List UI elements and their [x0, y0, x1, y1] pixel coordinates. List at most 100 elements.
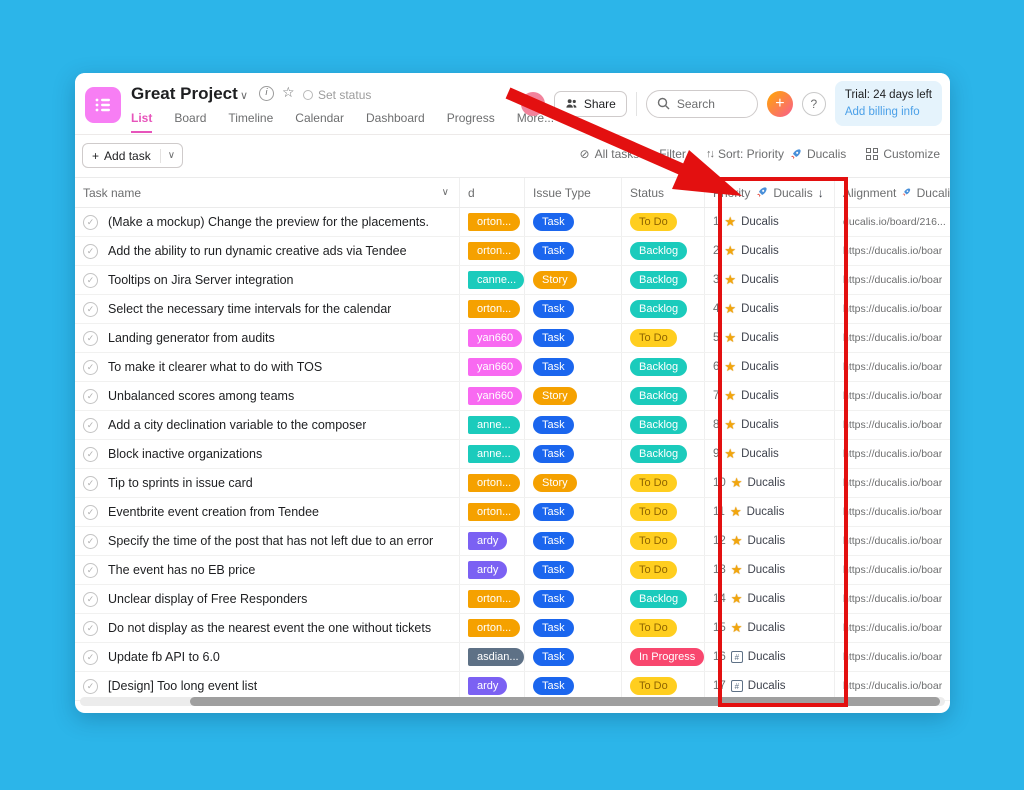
- info-icon[interactable]: i: [259, 86, 274, 101]
- task-name[interactable]: Select the necessary time intervals for …: [108, 302, 392, 316]
- col-status[interactable]: Status: [630, 185, 665, 200]
- complete-check-icon[interactable]: ✓: [83, 272, 98, 288]
- complete-check-icon[interactable]: ✓: [83, 330, 98, 346]
- issue-type-badge[interactable]: Task: [533, 445, 574, 463]
- issue-type-badge[interactable]: Story: [533, 474, 577, 492]
- customize-button[interactable]: Customize: [866, 147, 940, 161]
- status-badge[interactable]: In Progress: [630, 648, 704, 666]
- alignment-link[interactable]: https://ducalis.io/boar: [843, 390, 943, 402]
- issue-type-badge[interactable]: Task: [533, 213, 574, 231]
- assignee-badge[interactable]: orton...: [468, 300, 521, 318]
- issue-type-badge[interactable]: Task: [533, 677, 574, 695]
- table-row[interactable]: ✓ (Make a mockup) Change the preview for…: [75, 208, 950, 237]
- assignee-badge[interactable]: orton...: [468, 619, 521, 637]
- table-row[interactable]: ✓ Eventbrite event creation from Tendee …: [75, 498, 950, 527]
- alignment-link[interactable]: https://ducalis.io/boar: [843, 448, 943, 460]
- alignment-link[interactable]: https://ducalis.io/boar: [843, 564, 943, 576]
- issue-type-badge[interactable]: Task: [533, 648, 574, 666]
- chevron-down-icon[interactable]: ∨: [240, 89, 249, 102]
- status-badge[interactable]: To Do: [630, 619, 677, 637]
- task-name[interactable]: Do not display as the nearest event the …: [108, 621, 432, 635]
- task-name[interactable]: Tooltips on Jira Server integration: [108, 273, 294, 287]
- issue-type-badge[interactable]: Task: [533, 503, 574, 521]
- alignment-link[interactable]: https://ducalis.io/boar: [843, 332, 943, 344]
- table-row[interactable]: ✓ Specify the time of the post that has …: [75, 527, 950, 556]
- table-row[interactable]: ✓ Tip to sprints in issue card orton... …: [75, 469, 950, 498]
- task-name[interactable]: Specify the time of the post that has no…: [108, 534, 434, 548]
- assignee-badge[interactable]: ardy: [468, 532, 508, 550]
- add-task-button[interactable]: + Add task ∨: [82, 143, 184, 168]
- complete-check-icon[interactable]: ✓: [83, 562, 98, 578]
- task-name[interactable]: (Make a mockup) Change the preview for t…: [108, 215, 429, 229]
- task-name[interactable]: Tip to sprints in issue card: [108, 476, 253, 490]
- task-name[interactable]: Landing generator from audits: [108, 331, 275, 345]
- create-button[interactable]: +: [766, 90, 793, 117]
- assignee-badge[interactable]: orton...: [468, 503, 521, 521]
- complete-check-icon[interactable]: ✓: [83, 243, 98, 259]
- table-row[interactable]: ✓ Update fb API to 6.0 asdian... Task In…: [75, 643, 950, 672]
- task-name[interactable]: The event has no EB price: [108, 563, 256, 577]
- col-priority[interactable]: Priority Ducalis ↓: [705, 178, 835, 207]
- set-status-button[interactable]: Set status: [303, 88, 371, 102]
- status-badge[interactable]: Backlog: [630, 416, 688, 434]
- avatar[interactable]: NB: [520, 91, 545, 116]
- alignment-link[interactable]: https://ducalis.io/boar: [843, 535, 943, 547]
- table-row[interactable]: ✓ Unbalanced scores among teams yan660 S…: [75, 382, 950, 411]
- alignment-link[interactable]: https://ducalis.io/boar: [843, 274, 943, 286]
- tab-calendar[interactable]: Calendar: [295, 111, 344, 125]
- alignment-link[interactable]: https://ducalis.io/boar: [843, 245, 943, 257]
- assignee-badge[interactable]: orton...: [468, 474, 521, 492]
- status-badge[interactable]: To Do: [630, 677, 677, 695]
- status-badge[interactable]: To Do: [630, 329, 677, 347]
- assignee-badge[interactable]: yan660: [468, 387, 523, 405]
- status-badge[interactable]: Backlog: [630, 387, 688, 405]
- tab-dashboard[interactable]: Dashboard: [365, 111, 425, 125]
- assignee-badge[interactable]: orton...: [468, 213, 521, 231]
- complete-check-icon[interactable]: ✓: [83, 533, 98, 549]
- scrollbar-thumb[interactable]: [190, 697, 940, 706]
- chevron-down-icon[interactable]: ∨: [441, 187, 449, 198]
- status-badge[interactable]: Backlog: [630, 271, 688, 289]
- filter-button[interactable]: Filter: [659, 147, 686, 161]
- tab-board[interactable]: Board: [174, 111, 207, 125]
- table-row[interactable]: ✓ Landing generator from audits yan660 T…: [75, 324, 950, 353]
- assignee-badge[interactable]: ardy: [468, 677, 508, 695]
- complete-check-icon[interactable]: ✓: [83, 591, 98, 607]
- assignee-badge[interactable]: canne...: [468, 271, 524, 289]
- assignee-badge[interactable]: ardy: [468, 561, 508, 579]
- assignee-badge[interactable]: anne...: [468, 445, 520, 463]
- issue-type-badge[interactable]: Story: [533, 271, 577, 289]
- assignee-badge[interactable]: orton...: [468, 242, 521, 260]
- horizontal-scrollbar[interactable]: [80, 697, 945, 706]
- project-icon[interactable]: [85, 87, 121, 123]
- complete-check-icon[interactable]: ✓: [83, 214, 98, 230]
- complete-check-icon[interactable]: ✓: [83, 417, 98, 433]
- table-row[interactable]: ✓ Add the ability to run dynamic creativ…: [75, 237, 950, 266]
- tab-timeline[interactable]: Timeline: [228, 111, 274, 125]
- alignment-link[interactable]: ducalis.io/board/216...: [843, 216, 946, 228]
- status-badge[interactable]: Backlog: [630, 300, 688, 318]
- complete-check-icon[interactable]: ✓: [83, 301, 98, 317]
- task-name[interactable]: Eventbrite event creation from Tendee: [108, 505, 320, 519]
- status-badge[interactable]: To Do: [630, 213, 677, 231]
- task-name[interactable]: [Design] Too long event list: [108, 679, 258, 693]
- issue-type-badge[interactable]: Task: [533, 358, 574, 376]
- table-row[interactable]: ✓ To make it clearer what to do with TOS…: [75, 353, 950, 382]
- alignment-link[interactable]: https://ducalis.io/boar: [843, 303, 943, 315]
- help-button[interactable]: ?: [801, 91, 826, 116]
- status-badge[interactable]: Backlog: [630, 590, 688, 608]
- alignment-link[interactable]: https://ducalis.io/boar: [843, 361, 943, 373]
- table-row[interactable]: ✓ Select the necessary time intervals fo…: [75, 295, 950, 324]
- table-row[interactable]: ✓ Tooltips on Jira Server integration ca…: [75, 266, 950, 295]
- status-badge[interactable]: To Do: [630, 532, 677, 550]
- table-row[interactable]: ✓ Unclear display of Free Responders ort…: [75, 585, 950, 614]
- table-row[interactable]: ✓ Block inactive organizations anne... T…: [75, 440, 950, 469]
- task-name[interactable]: Update fb API to 6.0: [108, 650, 220, 664]
- task-name[interactable]: Unclear display of Free Responders: [108, 592, 308, 606]
- table-row[interactable]: ✓ [Design] Too long event list ardy Task…: [75, 672, 950, 701]
- share-button[interactable]: Share: [553, 90, 627, 117]
- task-name[interactable]: To make it clearer what to do with TOS: [108, 360, 323, 374]
- issue-type-badge[interactable]: Task: [533, 619, 574, 637]
- status-badge[interactable]: Backlog: [630, 358, 688, 376]
- assignee-badge[interactable]: asdian...: [468, 648, 524, 666]
